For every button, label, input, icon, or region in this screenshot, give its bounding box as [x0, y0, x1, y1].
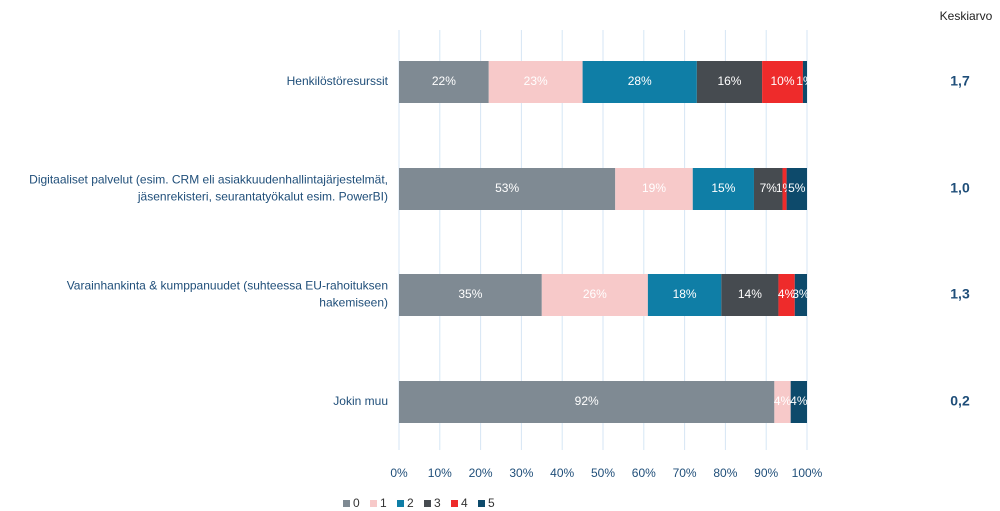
data-label: 22% [432, 74, 456, 88]
data-label: 1% [796, 74, 814, 88]
legend-label: 1 [380, 496, 387, 510]
average-value: 1,3 [950, 286, 970, 302]
bar-segment [647, 274, 722, 316]
legend-swatch [478, 500, 485, 507]
legend-swatch [370, 500, 377, 507]
bar-segment [774, 381, 791, 423]
x-tick-label: 70% [673, 466, 697, 480]
legend-label: 4 [461, 496, 468, 510]
data-label: 19% [642, 181, 666, 195]
bar-segment [762, 61, 803, 103]
category-label: Varainhankinta & kumppanuudet (suhteessa… [67, 279, 388, 293]
x-tick-label: 30% [509, 466, 533, 480]
data-label: 15% [711, 181, 735, 195]
data-label: 5% [788, 181, 806, 195]
bar-segment [696, 61, 763, 103]
bar-segment [582, 61, 697, 103]
data-label: 18% [673, 287, 697, 301]
legend-label: 5 [488, 496, 495, 510]
x-tick-label: 100% [792, 466, 823, 480]
category-label: Henkilöstöresurssit [287, 74, 389, 88]
data-label: 14% [738, 287, 762, 301]
data-label: 4% [790, 394, 808, 408]
data-label: 53% [495, 181, 519, 195]
averages-title: Keskiarvo [940, 9, 993, 23]
bar-segment [541, 274, 648, 316]
x-tick-label: 0% [390, 466, 408, 480]
x-tick-label: 60% [632, 466, 656, 480]
bar-segment [399, 381, 775, 423]
data-label: 92% [575, 394, 599, 408]
average-value: 1,0 [950, 180, 970, 196]
data-label: 7% [760, 181, 778, 195]
bar-segment [721, 274, 779, 316]
data-label: 28% [628, 74, 652, 88]
bar-segment [778, 274, 795, 316]
x-tick-label: 20% [469, 466, 493, 480]
bar-segment [399, 274, 542, 316]
legend-label: 2 [407, 496, 414, 510]
bar-segment [802, 61, 807, 103]
legend-swatch [343, 500, 350, 507]
data-label: 26% [583, 287, 607, 301]
x-tick-label: 50% [591, 466, 615, 480]
bar-segment [399, 61, 489, 103]
data-label: 4% [774, 394, 792, 408]
bar-segment [692, 168, 754, 210]
bar-segment [786, 168, 807, 210]
category-label: Jokin muu [333, 394, 388, 408]
data-label: 10% [771, 74, 795, 88]
legend-swatch [397, 500, 404, 507]
data-label: 4% [778, 287, 796, 301]
data-label: 35% [458, 287, 482, 301]
category-label: jäsenrekisteri, seurantatyökalut esim. P… [137, 190, 388, 204]
average-value: 1,7 [950, 73, 970, 89]
category-label: Digitaaliset palvelut (esim. CRM eli asi… [29, 173, 388, 187]
legend-swatch [451, 500, 458, 507]
x-tick-label: 10% [428, 466, 452, 480]
bar-segment [794, 274, 807, 316]
bar-segment [790, 381, 807, 423]
bar-segment [399, 168, 616, 210]
x-tick-label: 90% [754, 466, 778, 480]
legend-label: 0 [353, 496, 360, 510]
legend-swatch [424, 500, 431, 507]
legend-label: 3 [434, 496, 441, 510]
x-tick-label: 40% [550, 466, 574, 480]
bar-segment [753, 168, 783, 210]
bar-segment [615, 168, 693, 210]
data-label: 23% [524, 74, 548, 88]
bar-segment [488, 61, 583, 103]
average-value: 0,2 [950, 393, 970, 409]
bar-segment [782, 168, 787, 210]
data-label: 16% [717, 74, 741, 88]
category-label: hakemiseen) [319, 296, 388, 310]
x-tick-label: 80% [713, 466, 737, 480]
data-label: 3% [792, 287, 810, 301]
